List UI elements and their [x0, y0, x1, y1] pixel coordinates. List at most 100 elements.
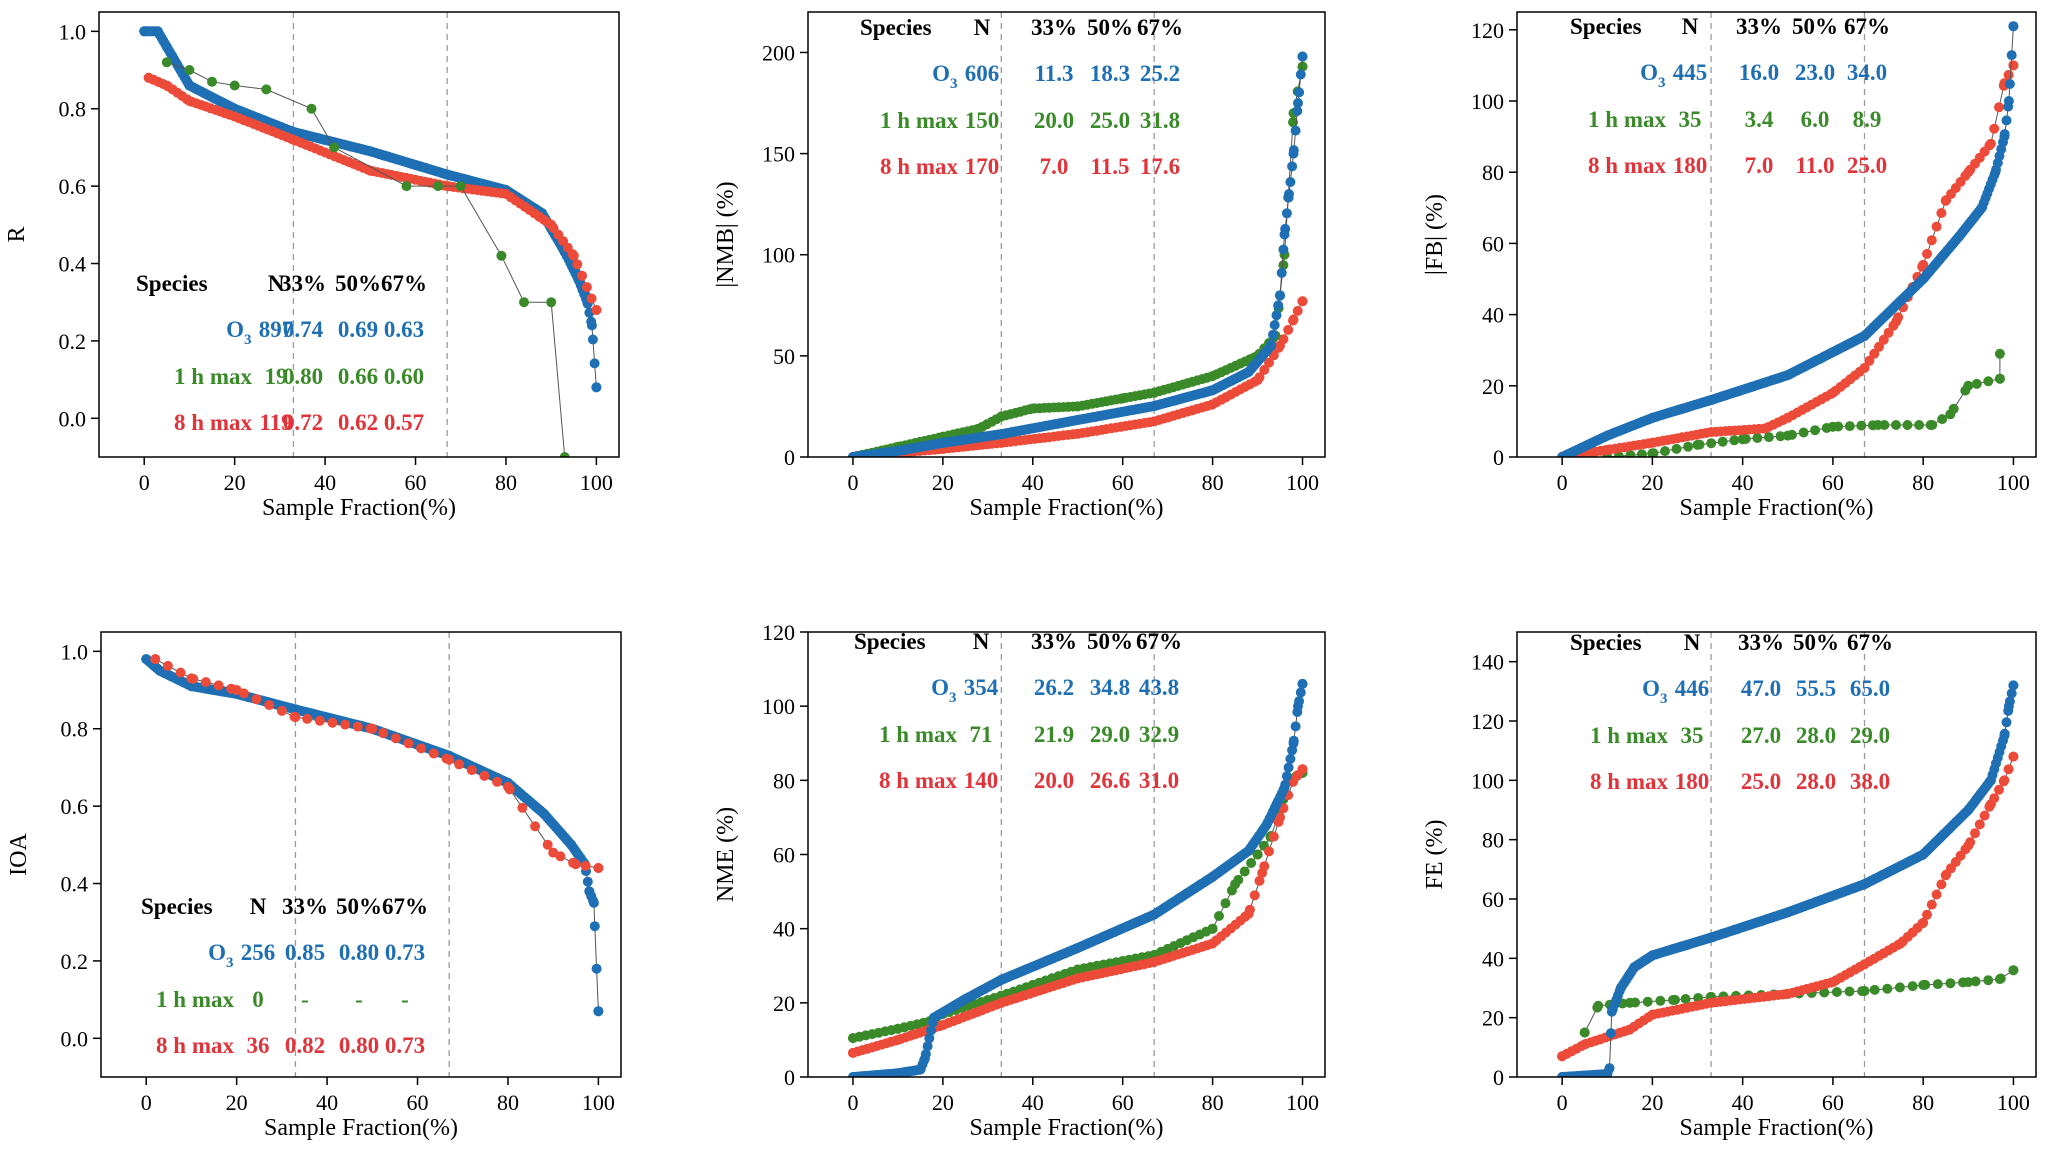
data-point	[591, 305, 602, 315]
data-point	[1965, 837, 1976, 848]
data-point	[352, 721, 363, 732]
table-header-cell: 50%	[1087, 15, 1133, 40]
species-label: O	[226, 317, 244, 342]
data-point	[188, 673, 199, 684]
table-header-cell: 67%	[382, 894, 428, 919]
x-tick-label: 0	[1557, 470, 1568, 495]
axes-frame	[1516, 11, 2037, 458]
data-point	[306, 103, 317, 114]
table-value: 119	[259, 410, 292, 435]
x-tick-label: 0	[847, 1090, 858, 1115]
table-value: 0.72	[283, 410, 323, 435]
table-value: 256	[241, 940, 276, 965]
data-point	[1281, 208, 1292, 219]
data-point	[1936, 879, 1947, 890]
x-axis-label: Sample Fraction(%)	[970, 495, 1164, 521]
x-tick-label: 80	[1912, 1090, 1934, 1115]
table-value: 25.0	[1090, 108, 1130, 133]
data-point	[1636, 449, 1647, 457]
data-point	[1932, 979, 1943, 990]
data-point	[2001, 717, 2012, 728]
y-tick-label: 0.6	[61, 794, 89, 819]
data-point	[593, 1006, 604, 1017]
data-point	[1294, 696, 1305, 707]
y-tick-label: 1.0	[59, 19, 87, 44]
data-point	[572, 259, 583, 270]
y-tick-label: 0.0	[59, 406, 87, 431]
data-point	[455, 181, 466, 192]
data-point	[546, 297, 557, 308]
table-value: 0.74	[283, 317, 324, 342]
data-point	[1292, 305, 1303, 316]
data-point	[1798, 427, 1809, 438]
y-tick-label: 140	[1471, 650, 1504, 675]
table-value: 25.0	[1847, 153, 1887, 178]
y-tick-label: 1.0	[61, 639, 89, 664]
data-point	[559, 452, 570, 457]
series-8-h-max	[1557, 751, 2019, 1062]
panel-nme: 0 20 40 60 80 100 0 20 40 60 80 100 120 Sample Fracti…	[713, 620, 1326, 1141]
y-tick-label: 0.8	[59, 97, 87, 122]
data-point	[302, 713, 313, 724]
y-tick-label: 40	[773, 917, 795, 942]
data-point	[530, 821, 541, 832]
species-label: 1 h max	[880, 108, 958, 133]
table-value: 29.0	[1090, 722, 1130, 747]
species-subscript: 3	[1660, 691, 1668, 707]
data-point	[1278, 334, 1289, 345]
species-subscript: 3	[949, 690, 957, 706]
data-point	[1989, 793, 2000, 804]
data-point	[1297, 61, 1308, 72]
stats-table: Species N 33% 50% 67% O 3 445 16.0 23.0 34.0 1 h ma…	[1570, 14, 1890, 178]
data-point	[577, 270, 588, 281]
table-value: 29.0	[1850, 723, 1890, 748]
x-tick-label: 0	[847, 470, 858, 495]
data-point	[1999, 129, 2010, 140]
data-point	[433, 181, 444, 192]
data-point	[1259, 364, 1270, 375]
table-header-cell: Species	[1570, 630, 1642, 655]
panel-r: 0 20 40 60 80 100 0.0 0.2 0.4 0.6 0.8 1.0 Sample Fra…	[4, 11, 620, 521]
x-axis-label: Sample Fraction(%)	[1680, 495, 1874, 521]
x-tick-label: 100	[1286, 1090, 1319, 1115]
x-tick-label: 40	[1732, 470, 1754, 495]
data-point	[924, 1033, 935, 1044]
x-tick-label: 100	[1286, 470, 1319, 495]
table-value: 11.5	[1091, 154, 1130, 179]
table-header-cell: N	[1682, 14, 1699, 39]
x-tick-label: 80	[495, 470, 517, 495]
data-point	[1207, 923, 1218, 934]
table-header-cell: Species	[141, 894, 213, 919]
data-point	[1290, 721, 1301, 732]
table-value: 11.3	[1035, 61, 1074, 86]
data-point	[1891, 420, 1901, 430]
data-point	[2008, 680, 2019, 691]
y-tick-label: 120	[1471, 18, 1504, 43]
table-value: 23.0	[1795, 60, 1835, 85]
data-point	[1740, 433, 1751, 444]
y-tick-label: 0	[784, 1065, 795, 1090]
data-point	[428, 748, 439, 759]
y-tick-label: 0.4	[59, 252, 87, 277]
data-point	[1810, 425, 1821, 436]
stats-table: Species N 33% 50% 67% O 3 446 47.0 55.5 65.0 1 h ma…	[1570, 630, 1893, 794]
table-row-o3: O 3 606 11.3 18.3 25.2	[932, 61, 1180, 92]
table-row-1-h-max: 1 h max 190.80 0.66 0.60	[174, 364, 424, 389]
y-tick-label: 80	[773, 768, 795, 793]
data-point	[1625, 450, 1636, 457]
species-label: 1 h max	[174, 364, 252, 389]
table-value: 32.9	[1139, 722, 1179, 747]
data-point	[1281, 771, 1292, 782]
table-value: 21.9	[1034, 722, 1074, 747]
table-header-cell: 50%	[336, 894, 382, 919]
data-point	[1288, 117, 1298, 128]
data-point	[1294, 87, 1305, 98]
data-point	[2004, 696, 2015, 707]
table-value: 0.63	[384, 317, 424, 342]
data-point	[1264, 357, 1274, 368]
data-point	[588, 897, 599, 908]
table-value: 0.57	[384, 410, 424, 435]
y-tick-label: 50	[773, 344, 795, 369]
data-point	[1864, 355, 1875, 366]
y-tick-label: 40	[1482, 946, 1504, 971]
